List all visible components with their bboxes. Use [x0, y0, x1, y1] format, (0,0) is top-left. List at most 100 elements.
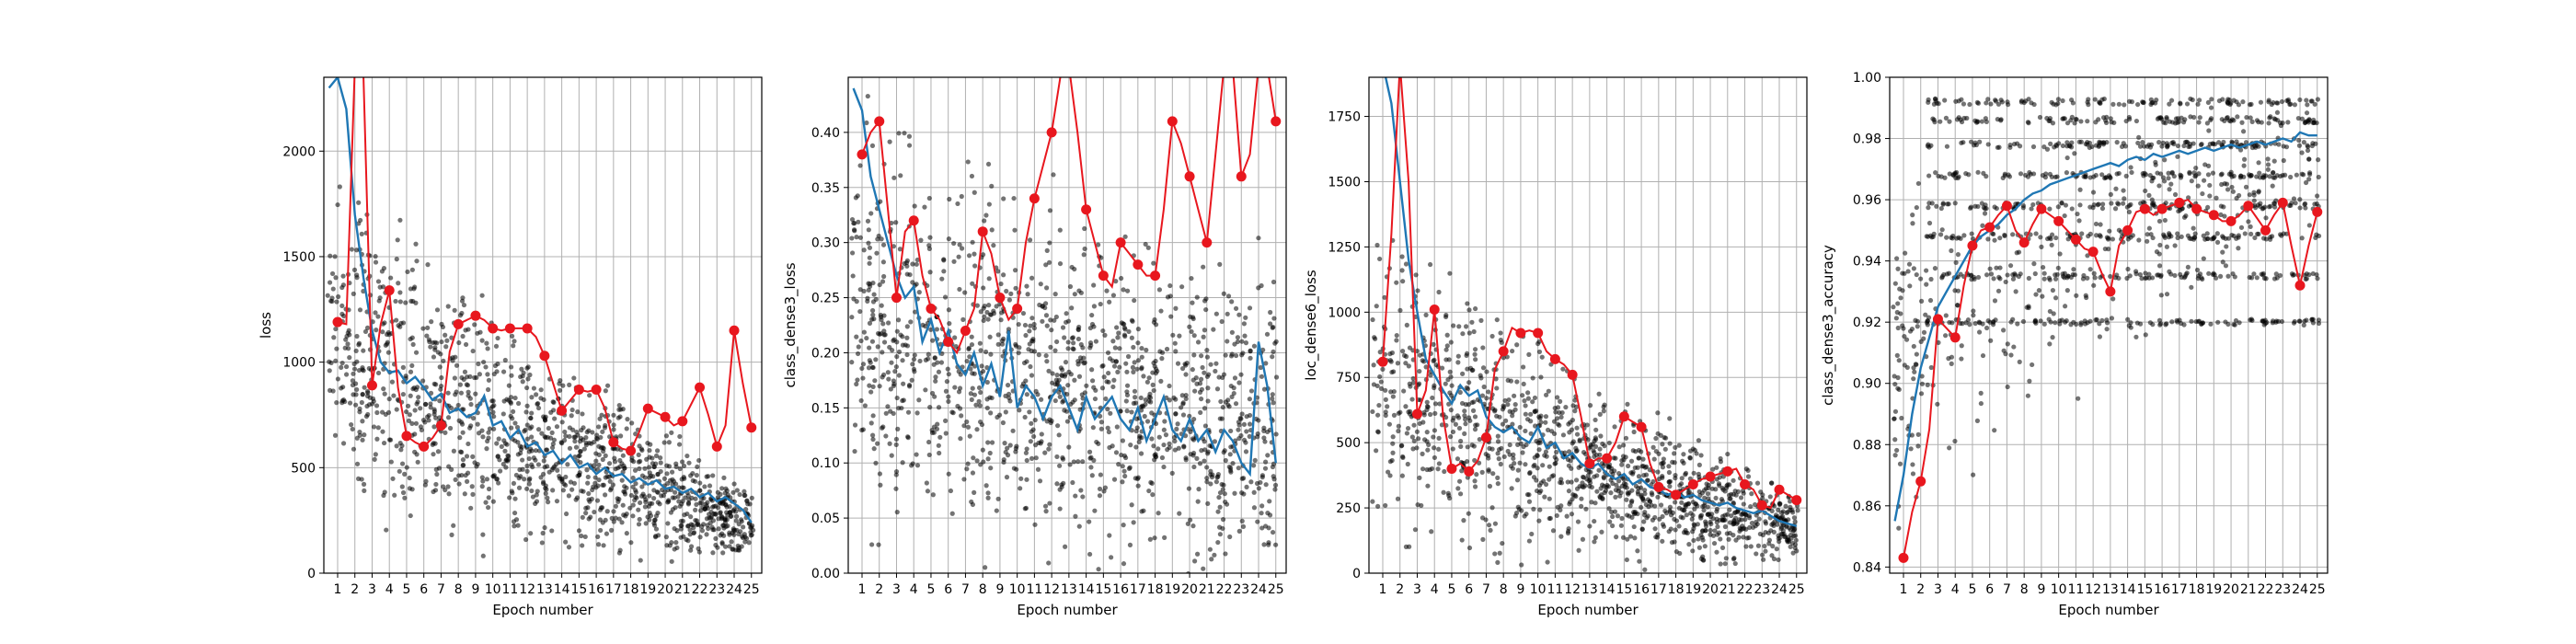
batch-point: [432, 488, 439, 493]
batch-point: [659, 493, 664, 499]
batch-point: [1511, 452, 1516, 457]
batch-point: [604, 531, 610, 536]
batch-point: [860, 375, 866, 381]
batch-point: [592, 509, 597, 515]
batch-point: [535, 401, 540, 407]
batch-point: [1030, 336, 1036, 342]
batch-point: [1414, 445, 1420, 451]
batch-point: [1138, 404, 1144, 409]
batch-point: [1070, 479, 1075, 486]
batch-point: [1655, 410, 1661, 416]
batch-point: [379, 409, 385, 415]
batch-point: [1104, 288, 1110, 293]
batch-point: [354, 359, 360, 364]
batch-point: [356, 221, 362, 226]
batch-point: [930, 338, 936, 343]
batch-point: [1617, 493, 1623, 499]
batch-point: [1035, 392, 1041, 397]
batch-point: [1387, 473, 1393, 478]
validation-point: [1133, 259, 1144, 270]
batch-point: [540, 480, 546, 487]
batch-point: [912, 369, 917, 374]
batch-point: [619, 520, 625, 525]
batch-point: [2172, 243, 2178, 248]
batch-point: [1065, 339, 1071, 345]
batch-point: [962, 290, 968, 295]
batch-point: [647, 493, 652, 499]
batch-point: [1529, 531, 1535, 537]
batch-point: [1719, 499, 1725, 504]
batch-point: [576, 454, 581, 459]
batch-point: [1663, 511, 1670, 516]
batch-point: [970, 470, 976, 476]
batch-point: [2045, 236, 2051, 242]
batch-point: [363, 413, 370, 420]
batch-point: [1512, 393, 1517, 398]
batch-point: [1471, 399, 1477, 405]
batch-point: [1705, 491, 1711, 497]
batch-point: [1466, 545, 1473, 551]
batch-point: [1708, 519, 1713, 525]
validation-point: [419, 441, 430, 452]
batch-point: [472, 460, 477, 466]
batch-point: [362, 432, 367, 438]
validation-point: [1653, 481, 1664, 492]
batch-point: [374, 436, 380, 442]
batch-point: [1152, 453, 1157, 458]
batch-point: [1197, 381, 1203, 386]
batch-point: [1451, 323, 1456, 328]
batch-point: [1209, 557, 1214, 562]
batch-point: [1022, 322, 1029, 328]
batch-point: [1585, 437, 1591, 443]
batch-point: [721, 533, 727, 538]
batch-point: [665, 521, 671, 526]
batch-point: [866, 287, 871, 293]
batch-point: [1213, 361, 1219, 366]
batch-point: [2047, 206, 2053, 212]
batch-point: [733, 518, 739, 523]
batch-point: [1091, 324, 1097, 329]
batch-point: [441, 358, 446, 363]
x-tick-label: 18: [1668, 582, 1685, 597]
batch-point: [925, 489, 931, 494]
batch-point: [1510, 409, 1515, 415]
batch-point: [1164, 346, 1170, 352]
batch-point: [670, 507, 676, 512]
batch-point: [1457, 389, 1463, 396]
batch-point: [976, 398, 982, 404]
batch-point: [1609, 509, 1615, 515]
batch-point: [2246, 219, 2251, 224]
batch-point: [408, 512, 413, 519]
batch-point: [1528, 431, 1534, 436]
batch-point: [1748, 503, 1754, 510]
batch-point: [1101, 489, 1107, 494]
batch-point: [1735, 520, 1741, 525]
batch-point: [1673, 472, 1678, 478]
x-tick-label: 4: [910, 582, 918, 597]
batch-point: [1961, 101, 1967, 107]
batch-point: [1403, 361, 1409, 366]
batch-point: [579, 533, 584, 539]
batch-point: [422, 482, 428, 488]
batch-point: [978, 348, 983, 353]
batch-point: [1103, 396, 1109, 402]
batch-point: [354, 435, 360, 441]
batch-point: [397, 440, 403, 446]
batch-point: [538, 387, 544, 393]
batch-point: [1261, 425, 1267, 431]
batch-point: [1683, 472, 1688, 477]
batch-point: [484, 446, 489, 452]
batch-point: [1545, 559, 1550, 565]
batch-point: [1069, 305, 1075, 311]
batch-point: [1612, 509, 1618, 514]
batch-point: [1666, 464, 1672, 469]
batch-point: [1191, 417, 1197, 422]
batch-point: [1714, 509, 1719, 514]
batch-point: [528, 531, 534, 536]
batch-point: [1262, 466, 1269, 471]
validation-point: [591, 384, 602, 395]
batch-point: [1119, 275, 1124, 282]
batch-point: [987, 450, 993, 456]
batch-point: [1031, 326, 1037, 331]
batch-point: [1512, 402, 1518, 408]
